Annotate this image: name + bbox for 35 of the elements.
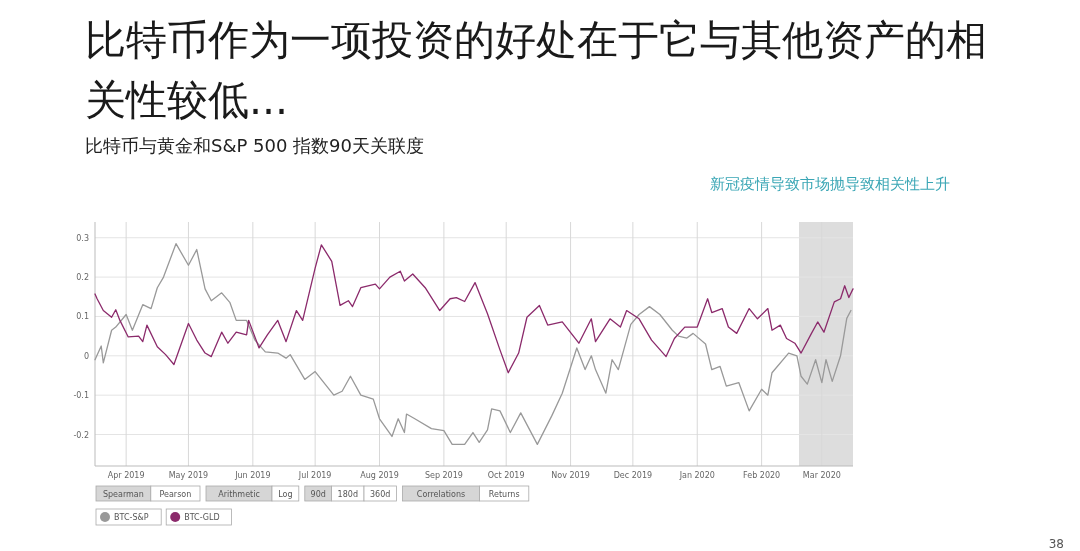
text: 38: [1048, 537, 1064, 551]
x-tick-label: Apr 2019: [107, 471, 145, 480]
text: Correlations: [416, 489, 466, 499]
text: 360d: [370, 489, 391, 499]
x-tick-label: Feb 2020: [743, 471, 781, 480]
line-series: [94, 244, 854, 374]
text: 180d: [337, 489, 358, 499]
line-series: [94, 243, 852, 445]
y-tick-label: 0: [83, 351, 89, 361]
y-tick-label: -0.1: [73, 391, 89, 401]
x-tick-label: Mar 2020: [802, 471, 841, 480]
y-tick-label: 0.2: [76, 273, 89, 283]
legend-label: BTC-GLD: [184, 513, 220, 522]
text: 90d: [310, 489, 326, 499]
y-tick-label: 0.3: [76, 233, 89, 243]
x-tick-label: Dec 2019: [613, 471, 653, 480]
y-tick-label: 0.1: [76, 312, 89, 322]
x-tick-label: Jan 2020: [678, 471, 715, 480]
x-tick-label: Oct 2019: [487, 471, 525, 480]
x-tick-label: Jul 2019: [297, 471, 332, 480]
text: Spearman: [102, 489, 144, 499]
text: Arithmetic: [218, 489, 260, 499]
band-label: 新冠疫情导致市场抛导致相关性上升: [709, 174, 950, 194]
text: Returns: [488, 489, 520, 499]
x-tick-label: Nov 2019: [551, 471, 590, 480]
text: Pearson: [159, 489, 192, 499]
x-tick-label: May 2019: [168, 471, 209, 480]
chart-title: 比特币作为一项投资的好处在于它与其他资产的相关性较低...: [85, 15, 988, 126]
x-tick-label: Sep 2019: [424, 471, 463, 480]
chart-subtitle: 比特币与黄金和S&P 500 指数90天关联度: [85, 134, 425, 158]
x-tick-label: Aug 2019: [360, 471, 399, 480]
x-tick-label: Jun 2019: [234, 471, 271, 480]
y-tick-label: -0.2: [73, 430, 89, 440]
legend-label: BTC-S&P: [114, 513, 149, 522]
text: Log: [278, 489, 293, 499]
